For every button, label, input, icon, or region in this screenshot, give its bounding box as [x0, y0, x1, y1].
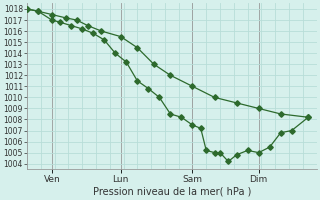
X-axis label: Pression niveau de la mer( hPa ): Pression niveau de la mer( hPa ) [92, 187, 251, 197]
